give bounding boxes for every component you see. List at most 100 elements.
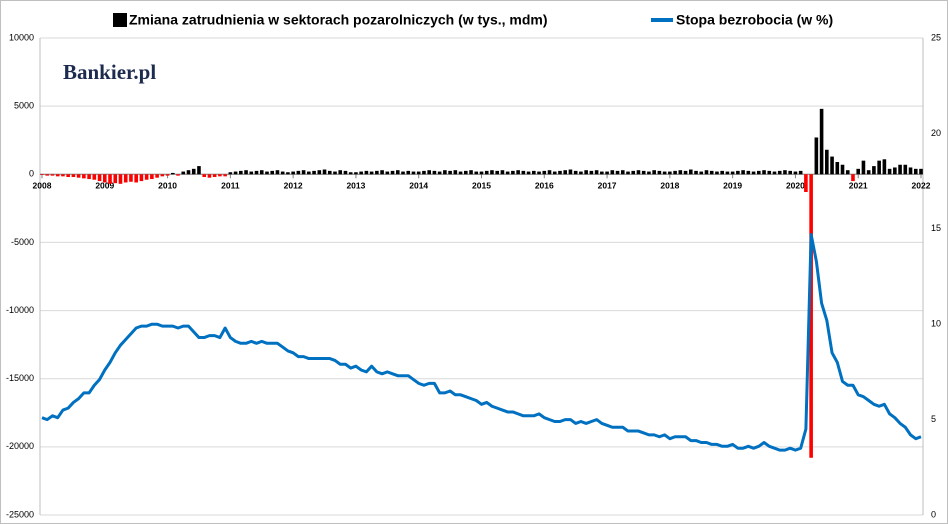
bar	[788, 170, 792, 175]
bar	[600, 171, 604, 175]
x-tick-label: 2018	[660, 181, 679, 191]
bar	[741, 170, 745, 175]
bar	[244, 170, 248, 175]
bar	[82, 174, 86, 179]
bar	[160, 174, 165, 177]
bar	[730, 171, 735, 175]
bar	[699, 171, 704, 175]
bar	[458, 171, 463, 175]
bar	[819, 108, 824, 175]
bar	[61, 174, 65, 177]
bar	[877, 160, 881, 175]
bar	[422, 170, 426, 175]
bar	[354, 172, 358, 175]
bar	[856, 168, 861, 175]
bar	[568, 169, 573, 175]
bar	[804, 174, 808, 193]
bar	[171, 172, 175, 175]
bar	[516, 170, 520, 175]
bar	[840, 164, 845, 175]
bar	[45, 174, 50, 176]
bar	[202, 174, 206, 178]
bar	[223, 174, 227, 177]
x-tick-label: 2008	[33, 181, 52, 191]
x-tick-label: 2014	[409, 181, 428, 191]
legend-label: Stopa bezrobocia (w %)	[676, 12, 833, 28]
bar	[186, 170, 191, 175]
bar	[777, 170, 782, 175]
bar	[720, 170, 724, 175]
y-tick-label: -5000	[11, 237, 34, 247]
y-tick-label: -15000	[6, 373, 34, 383]
x-tick-label: 2021	[849, 181, 868, 191]
bar	[845, 170, 850, 175]
bar	[532, 170, 536, 175]
bar	[537, 171, 541, 175]
bar	[547, 170, 552, 175]
bar	[573, 170, 578, 175]
bar	[50, 174, 55, 176]
bar	[233, 171, 238, 175]
y-tick-label: -10000	[6, 305, 34, 315]
bar	[657, 170, 662, 175]
bar	[919, 168, 923, 175]
bar	[652, 170, 656, 175]
bar	[521, 170, 526, 175]
bar	[594, 170, 599, 175]
bar	[395, 170, 400, 175]
bar	[725, 171, 730, 175]
y2-tick-label: 10	[931, 319, 941, 329]
bar	[191, 168, 196, 175]
bar	[144, 174, 149, 180]
legend-swatch	[113, 13, 127, 27]
bar	[835, 162, 840, 175]
bar	[903, 164, 908, 175]
bar	[380, 170, 384, 175]
bar	[694, 170, 698, 175]
bar	[254, 170, 259, 175]
bar	[443, 170, 447, 175]
y2-tick-label: 5	[931, 414, 936, 424]
bar	[683, 170, 688, 175]
bar	[218, 174, 222, 177]
bar	[301, 170, 306, 175]
bar	[615, 170, 620, 175]
bar	[270, 170, 275, 175]
y-tick-label: 10000	[9, 32, 34, 42]
bar	[814, 137, 819, 175]
bar	[589, 170, 594, 175]
watermark: Bankier.pl	[63, 60, 156, 84]
bar	[631, 170, 636, 175]
bar	[76, 174, 81, 178]
y2-tick-label: 25	[931, 32, 941, 42]
y2-tick-label: 15	[931, 223, 941, 233]
bar	[401, 171, 405, 175]
bar	[908, 167, 913, 175]
bar	[605, 171, 609, 175]
x-tick-label: 2019	[723, 181, 742, 191]
bar	[71, 174, 76, 178]
bar	[55, 174, 60, 177]
bar	[155, 174, 159, 178]
bar	[641, 170, 646, 175]
bar	[474, 171, 479, 175]
bar	[715, 171, 719, 175]
bar	[375, 170, 379, 175]
bar	[239, 170, 243, 175]
bar	[327, 170, 332, 175]
y-tick-label: -20000	[6, 441, 34, 451]
bar	[102, 174, 107, 183]
bar	[636, 170, 641, 175]
bar	[709, 170, 714, 175]
x-tick-label: 2013	[346, 181, 365, 191]
bar	[783, 170, 787, 175]
bar	[563, 170, 568, 175]
bar	[317, 170, 322, 175]
bar	[882, 159, 887, 175]
bar	[343, 170, 348, 175]
bar	[66, 174, 70, 178]
bar	[626, 171, 630, 175]
bar	[825, 149, 829, 175]
bar	[688, 169, 693, 175]
